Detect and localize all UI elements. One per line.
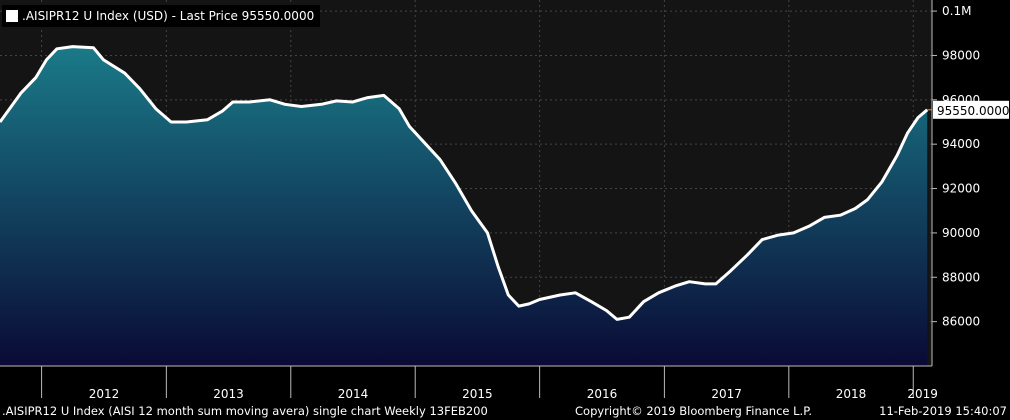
x-tick-label: 2012 <box>89 387 120 401</box>
x-tick-label: 2014 <box>338 387 369 401</box>
footer-description: .AISIPR12 U Index (AISI 12 month sum mov… <box>2 404 488 418</box>
legend-swatch <box>6 10 18 22</box>
legend-label: .AISIPR12 U Index (USD) - Last Price 955… <box>22 9 315 23</box>
y-tick-label: 94000 <box>942 137 980 151</box>
series-area <box>0 46 928 366</box>
y-tick-label: 86000 <box>942 315 980 329</box>
x-tick-label: 2016 <box>587 387 618 401</box>
x-tick-label: 2015 <box>462 387 493 401</box>
x-tick-label: 2018 <box>836 387 867 401</box>
y-tick-label: 90000 <box>942 226 980 240</box>
footer-copyright: Copyright© 2019 Bloomberg Finance L.P. <box>575 404 812 418</box>
last-price-box <box>933 100 1009 119</box>
footer-timestamp: 11-Feb-2019 15:40:07 <box>879 404 1007 418</box>
x-tick-label: 2019 <box>907 387 938 401</box>
footer: .AISIPR12 U Index (AISI 12 month sum mov… <box>0 403 1010 420</box>
y-tick-label: 0.1M <box>942 4 971 18</box>
y-axis: 860008800090000920009400096000980000.1M9… <box>931 0 1010 366</box>
series-line <box>0 45 929 321</box>
x-axis: 2012 2013 2014 2015 2016 2017 2018 2019 <box>0 365 938 401</box>
y-tick-label: 88000 <box>942 270 980 284</box>
y-tick-label: 98000 <box>942 48 980 62</box>
y-tick-label: 92000 <box>942 182 980 196</box>
x-tick-label: 2013 <box>213 387 244 401</box>
last-price-label: 95550.0000 <box>937 104 1010 118</box>
x-tick-label: 2017 <box>711 387 742 401</box>
legend: .AISIPR12 U Index (USD) - Last Price 955… <box>2 5 321 27</box>
